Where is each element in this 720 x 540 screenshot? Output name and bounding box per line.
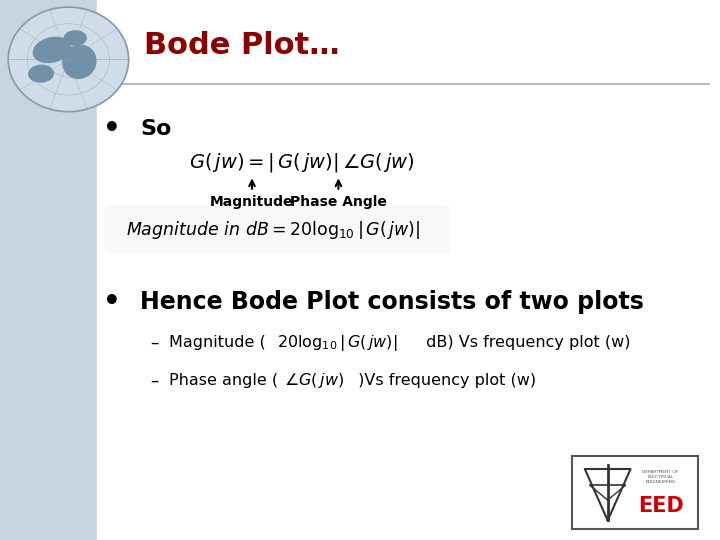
Text: dB) Vs frequency plot (w): dB) Vs frequency plot (w) — [421, 335, 631, 350]
Circle shape — [8, 7, 129, 112]
Text: $\mathit{Magnitude\ in\ dB} = 20\log_{10}|\,G(\,jw)|$: $\mathit{Magnitude\ in\ dB} = 20\log_{10… — [127, 219, 420, 241]
Text: So: So — [140, 118, 172, 139]
Ellipse shape — [33, 37, 71, 63]
Text: Phase Angle: Phase Angle — [290, 195, 387, 210]
Text: Magnitude: Magnitude — [210, 195, 294, 210]
Bar — [97, 0, 720, 540]
Text: –: – — [150, 334, 159, 352]
Text: $G(\,jw) = |\,G(\,jw)|\,\angle G(\,jw)$: $G(\,jw) = |\,G(\,jw)|\,\angle G(\,jw)$ — [189, 151, 415, 173]
Text: –: – — [150, 372, 159, 390]
Bar — [0, 0, 97, 540]
Text: )Vs frequency plot (w): )Vs frequency plot (w) — [353, 373, 536, 388]
Text: EED: EED — [638, 496, 683, 516]
Ellipse shape — [63, 45, 96, 78]
Text: DEPARTMENT OF
ELECTRICAL
ENGINEERING: DEPARTMENT OF ELECTRICAL ENGINEERING — [642, 469, 679, 484]
Text: Hence Bode Plot consists of two plots: Hence Bode Plot consists of two plots — [140, 291, 644, 314]
Text: •: • — [103, 114, 120, 143]
Text: Magnitude (: Magnitude ( — [169, 335, 266, 350]
Text: $20\log_{10}|\,G(\,jw)|$: $20\log_{10}|\,G(\,jw)|$ — [277, 333, 397, 353]
Ellipse shape — [64, 31, 86, 45]
Text: $\angle G(\,jw)$: $\angle G(\,jw)$ — [284, 371, 344, 390]
Text: Bode Plot…: Bode Plot… — [144, 31, 340, 60]
Ellipse shape — [29, 65, 53, 82]
Text: Phase angle (: Phase angle ( — [169, 373, 279, 388]
FancyBboxPatch shape — [104, 205, 450, 254]
Text: •: • — [103, 288, 120, 316]
